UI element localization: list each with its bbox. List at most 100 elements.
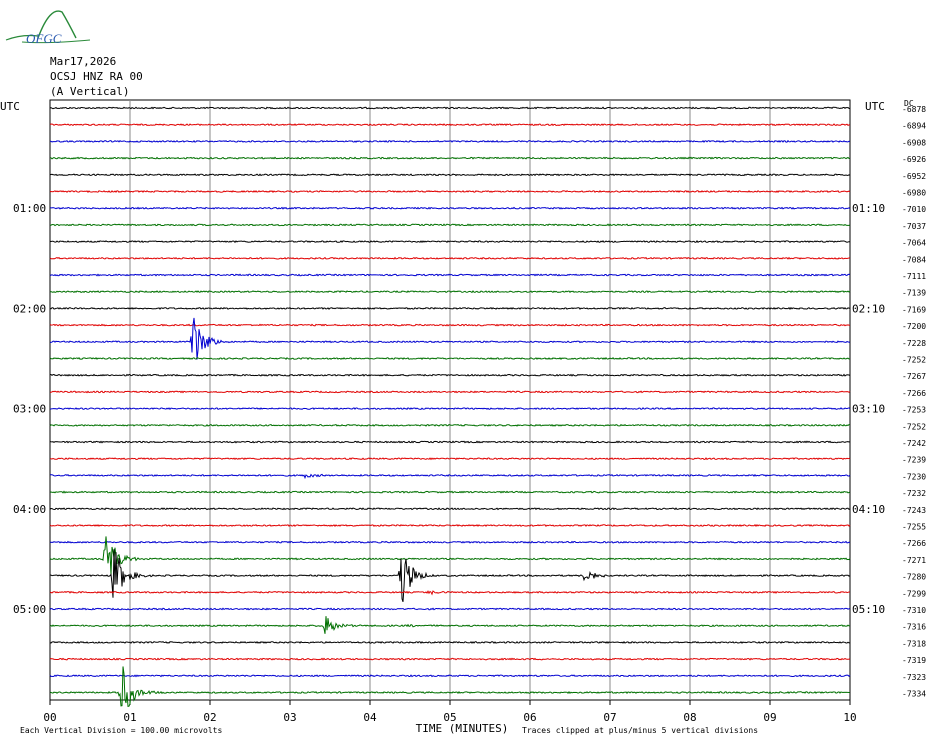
dc-offset-label: -7323 <box>902 673 926 682</box>
dc-offset-label: -7267 <box>902 372 926 381</box>
dc-offset-label: -7243 <box>902 506 926 515</box>
dc-offset-label: -7084 <box>902 255 926 264</box>
seismic-trace-9 <box>49 256 851 260</box>
seismic-trace-13 <box>49 323 850 327</box>
right-hour-label: 04:10 <box>852 503 885 516</box>
dc-offset-label: -7334 <box>902 690 926 699</box>
dc-offset-label: -7139 <box>902 289 926 298</box>
x-tick-label: 02 <box>203 711 216 724</box>
seismic-trace-32 <box>49 640 851 644</box>
right-hour-label: 02:10 <box>852 302 885 315</box>
dc-offset-label: -7253 <box>902 406 926 415</box>
dc-offset-label: -7316 <box>902 623 926 632</box>
seismic-trace-16 <box>49 373 851 377</box>
seismic-trace-29 <box>49 590 851 596</box>
dc-offset-label: -7242 <box>902 439 926 448</box>
seismic-trace-23 <box>49 490 851 494</box>
dc-offset-label: -7266 <box>902 389 926 398</box>
dc-offset-label: -7232 <box>902 489 926 498</box>
dc-offset-label: -7010 <box>902 205 926 214</box>
right-hour-label: 05:10 <box>852 603 885 616</box>
seismic-trace-8 <box>49 240 850 244</box>
grid-lines <box>49 99 851 705</box>
dc-offset-label: -6952 <box>902 172 926 181</box>
component-label: (A Vertical) <box>50 85 130 98</box>
left-hour-label: 02:00 <box>13 302 46 315</box>
seismic-trace-18 <box>49 407 851 411</box>
x-axis-label: TIME (MINUTES) <box>416 722 509 735</box>
dc-offset-label: -7266 <box>902 539 926 548</box>
dc-offset-label: -7169 <box>902 305 926 314</box>
seismic-trace-34 <box>49 674 851 678</box>
seismic-trace-30 <box>49 607 851 611</box>
left-axis-title: UTC <box>0 100 20 113</box>
dc-offset-label: -7228 <box>902 339 926 348</box>
clip-note: Traces clipped at plus/minus 5 vertical … <box>522 726 758 735</box>
seismic-trace-3 <box>49 156 851 160</box>
right-hour-label: 01:10 <box>852 202 885 215</box>
seismic-trace-33 <box>49 657 851 661</box>
x-tick-label: 01 <box>123 711 136 724</box>
x-tick-label: 03 <box>283 711 296 724</box>
scale-note: Each Vertical Division = 100.00 microvol… <box>20 726 222 735</box>
dc-offset-label: -6878 <box>902 105 926 114</box>
seismic-trace-17 <box>49 390 851 394</box>
axis-labels: -6878 -6894 -6908 -6926 -6952 -6980 -7010 -7037… <box>0 99 926 735</box>
seismic-trace-1 <box>49 123 851 127</box>
seismic-trace-12 <box>49 306 851 310</box>
seismic-trace-19 <box>49 423 850 427</box>
seismic-trace-24 <box>49 507 851 511</box>
x-tick-label: 04 <box>363 711 377 724</box>
x-tick-label: 09 <box>763 711 776 724</box>
dc-offset-label: -7239 <box>902 456 926 465</box>
dc-offset-label: -6908 <box>902 138 926 147</box>
seismic-trace-11 <box>49 290 851 294</box>
dc-offset-label: -7111 <box>902 272 926 281</box>
seismic-trace-21 <box>49 457 851 461</box>
seismic-trace-20 <box>49 440 851 444</box>
seismic-trace-10 <box>49 273 851 277</box>
left-hour-label: 01:00 <box>13 202 46 215</box>
x-tick-label: 00 <box>43 711 56 724</box>
dc-offset-label: -7271 <box>902 556 926 565</box>
ofgc-logo: OFGC <box>5 10 91 46</box>
chart-date: Mar17,2026 <box>50 55 117 68</box>
dc-offset-label: -6980 <box>902 189 926 198</box>
right-hour-label: 03:10 <box>852 403 885 416</box>
dc-offset-label: -7200 <box>902 322 926 331</box>
dc-offset-label: -7318 <box>902 639 926 648</box>
dc-offset-label: -6926 <box>902 155 926 164</box>
seismic-trace-15 <box>49 357 851 360</box>
dc-offset-label: -7255 <box>902 523 926 532</box>
left-hour-label: 03:00 <box>13 403 46 416</box>
dc-offset-label: -6894 <box>902 122 926 131</box>
x-tick-label: 08 <box>683 711 696 724</box>
dc-offset-label: -7064 <box>902 239 926 248</box>
dc-offset-label: -7252 <box>902 422 926 431</box>
right-axis-title: UTC <box>865 100 885 113</box>
station-code: OCSJ HNZ RA 00 <box>50 70 143 83</box>
seismic-trace-26 <box>49 540 851 544</box>
left-hour-label: 05:00 <box>13 603 46 616</box>
dc-label: DC <box>904 99 914 108</box>
seismic-trace-35 <box>49 666 850 708</box>
seismic-trace-6 <box>49 206 851 210</box>
seismic-trace-27 <box>49 536 851 575</box>
left-hour-label: 04:00 <box>13 503 46 516</box>
seismic-trace-31 <box>49 616 850 634</box>
seismic-trace-0 <box>49 106 851 110</box>
seismic-traces <box>49 106 851 708</box>
x-tick-label: 07 <box>603 711 616 724</box>
seismic-trace-28 <box>49 549 851 602</box>
x-tick-label: 05 <box>443 711 456 724</box>
x-tick-label: 06 <box>523 711 536 724</box>
seismic-trace-2 <box>49 139 851 143</box>
dc-offset-label: -7310 <box>902 606 926 615</box>
dc-offset-label: -7299 <box>902 589 926 598</box>
seismic-trace-7 <box>50 223 851 227</box>
seismic-trace-22 <box>49 473 851 480</box>
dc-offset-label: -7319 <box>902 656 926 665</box>
dc-offset-label: -7230 <box>902 472 926 481</box>
dc-offset-label: -7280 <box>902 573 926 582</box>
